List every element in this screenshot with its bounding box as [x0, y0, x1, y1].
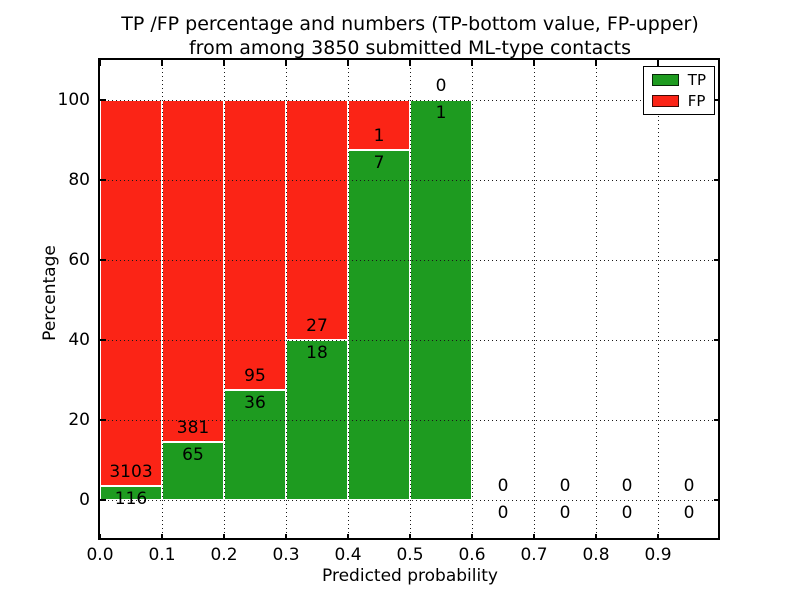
tp-count-label: 116 — [114, 488, 148, 509]
gridline-vertical — [409, 60, 411, 540]
x-tick-label: 0.3 — [272, 545, 300, 565]
fp-count-label: 3103 — [109, 461, 153, 482]
chart-title-line2: from among 3850 submitted ML-type contac… — [188, 37, 632, 59]
tp-count-label: 0 — [559, 503, 571, 523]
fp-count-label: 95 — [244, 366, 266, 387]
tp-bar — [348, 150, 410, 500]
fp-bar — [348, 100, 410, 150]
tp-count-label: 0 — [497, 503, 509, 523]
gridline-vertical — [533, 60, 535, 540]
tp-bar — [410, 100, 472, 500]
legend: TP FP — [642, 66, 715, 115]
x-tick-mark-bottom — [533, 534, 535, 540]
x-tick-mark-top — [657, 60, 659, 66]
gridline-vertical — [595, 60, 597, 540]
x-tick-label: 0.6 — [458, 545, 486, 565]
fp-bar — [100, 100, 162, 486]
fp-count-label: 0 — [559, 476, 571, 496]
x-tick-label: 0.4 — [334, 545, 362, 565]
plot-area: TP FP 3103 116 381 65 95 36 27 18 1 7 0 1 0 0 0 0 0 0 0 0 — [99, 60, 720, 540]
y-tick-label: 60 — [68, 250, 90, 270]
fp-bar — [224, 100, 286, 391]
x-tick-label: 0.1 — [148, 545, 176, 565]
fp-count-label: 381 — [176, 417, 210, 438]
tp-bar — [162, 441, 224, 500]
x-axis-label: Predicted probability — [322, 566, 498, 586]
y-tick-label: 100 — [57, 90, 90, 110]
y-tick-label: 20 — [68, 410, 90, 430]
x-tick-mark-top — [409, 60, 411, 66]
gridline-vertical — [285, 60, 287, 540]
legend-label-fp: FP — [687, 92, 706, 110]
y-tick-mark-left — [100, 339, 106, 341]
fp-bar — [162, 100, 224, 442]
legend-swatch-fp — [651, 95, 679, 107]
x-tick-label: 0.5 — [396, 545, 424, 565]
x-tick-label: 0.2 — [210, 545, 238, 565]
x-tick-mark-top — [99, 60, 101, 66]
y-tick-mark-left — [100, 179, 106, 181]
y-tick-label: 0 — [79, 490, 90, 510]
x-tick-mark-top — [595, 60, 597, 66]
y-tick-mark-left — [100, 499, 106, 501]
x-tick-mark-bottom — [471, 534, 473, 540]
tp-count-label: 36 — [244, 393, 266, 414]
x-tick-mark-top — [285, 60, 287, 66]
tp-count-label: 18 — [306, 343, 328, 363]
y-tick-mark-right — [714, 179, 720, 181]
tp-count-label: 7 — [373, 153, 385, 173]
x-tick-mark-bottom — [223, 534, 225, 540]
gridline-vertical — [471, 60, 473, 540]
y-tick-mark-right — [714, 339, 720, 341]
y-tick-mark-left — [100, 259, 106, 261]
x-tick-label: 0.7 — [520, 545, 548, 565]
x-tick-mark-top — [471, 60, 473, 66]
fp-count-label: 0 — [621, 476, 633, 496]
x-tick-label: 0.8 — [582, 545, 610, 565]
y-tick-mark-right — [714, 99, 720, 101]
x-tick-mark-bottom — [347, 534, 349, 540]
legend-item-tp: TP — [651, 71, 706, 89]
gridline-vertical — [223, 60, 225, 540]
fp-count-label: 0 — [683, 476, 695, 496]
x-tick-mark-bottom — [161, 534, 163, 540]
tp-count-label: 65 — [182, 444, 204, 465]
legend-label-tp: TP — [687, 71, 706, 89]
x-tick-mark-top — [347, 60, 349, 66]
legend-item-fp: FP — [651, 92, 706, 110]
y-tick-label: 40 — [68, 330, 90, 350]
y-tick-mark-left — [100, 99, 106, 101]
gridline-vertical — [347, 60, 349, 540]
x-tick-mark-bottom — [285, 534, 287, 540]
x-tick-mark-bottom — [409, 534, 411, 540]
fp-count-label: 1 — [373, 126, 385, 146]
x-tick-mark-bottom — [99, 534, 101, 540]
tp-count-label: 0 — [683, 503, 695, 523]
x-tick-mark-bottom — [657, 534, 659, 540]
fp-count-label: 27 — [306, 316, 328, 336]
tp-count-label: 1 — [435, 103, 447, 123]
x-tick-label: 0.9 — [644, 545, 672, 565]
fp-count-label: 0 — [435, 76, 447, 96]
y-tick-mark-right — [714, 259, 720, 261]
x-tick-label: 0.0 — [86, 545, 114, 565]
y-tick-mark-right — [714, 499, 720, 501]
x-tick-mark-top — [533, 60, 535, 66]
y-tick-mark-right — [714, 419, 720, 421]
x-tick-mark-bottom — [595, 534, 597, 540]
gridline-vertical — [657, 60, 659, 540]
fp-bar — [286, 100, 348, 340]
x-tick-mark-top — [161, 60, 163, 66]
y-tick-label: 80 — [68, 170, 90, 190]
gridline-vertical — [161, 60, 163, 540]
legend-swatch-tp — [651, 74, 679, 86]
chart-title-line1: TP /FP percentage and numbers (TP-bottom… — [121, 13, 699, 35]
fp-count-label: 0 — [497, 476, 509, 496]
x-tick-mark-top — [223, 60, 225, 66]
tp-count-label: 0 — [621, 503, 633, 523]
y-tick-mark-left — [100, 419, 106, 421]
